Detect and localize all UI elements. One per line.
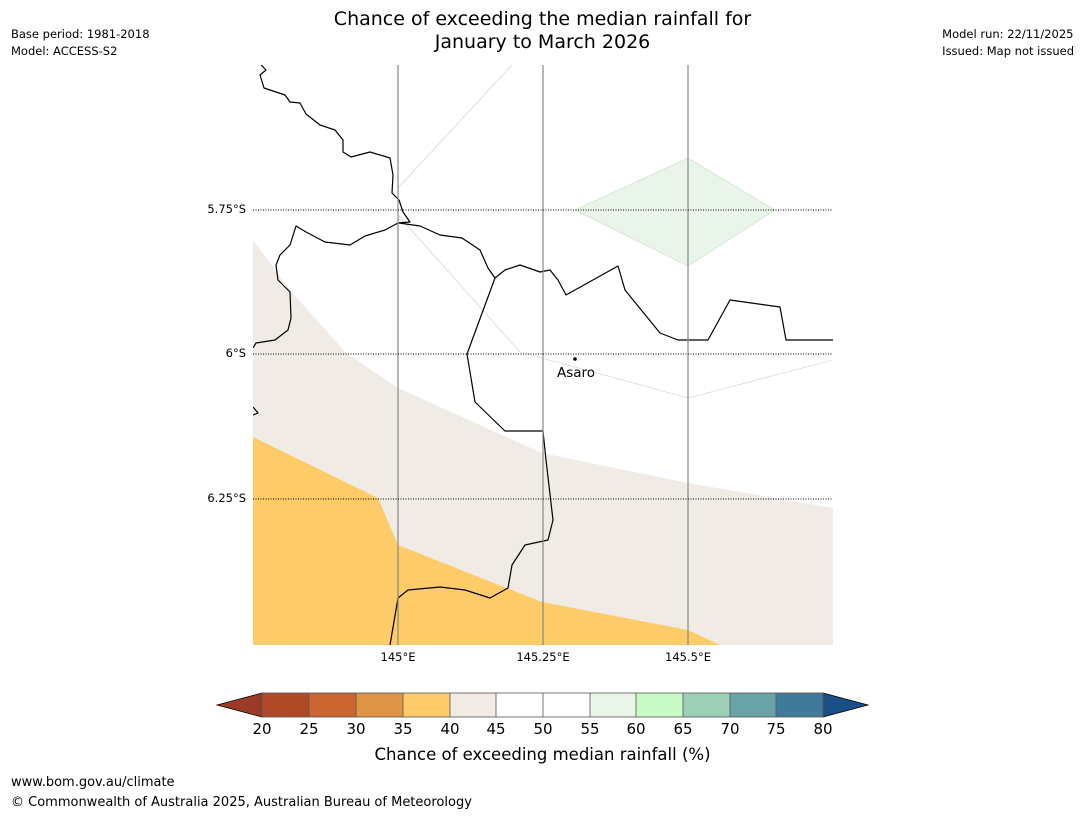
colorbar-swatch-50-55 bbox=[543, 693, 590, 717]
colorbar-tick: 45 bbox=[486, 720, 506, 738]
base-period: Base period: 1981-2018 bbox=[11, 27, 150, 41]
faint-contours bbox=[397, 65, 833, 399]
meta-right: Model run: 22/11/2025 Issued: Map not is… bbox=[942, 26, 1074, 60]
coastline bbox=[253, 65, 833, 645]
colorbar-tick: 65 bbox=[673, 720, 693, 738]
colorbar-swatch-40-45 bbox=[450, 693, 496, 717]
colorbar-swatch-65-70 bbox=[683, 693, 730, 717]
place-label-asaro: Asaro bbox=[557, 365, 596, 381]
footer-url[interactable]: www.bom.gov.au/climate bbox=[11, 775, 175, 790]
region-35-40 bbox=[253, 437, 720, 645]
colorbar-label: Chance of exceeding median rainfall (%) bbox=[374, 745, 711, 764]
colorbar-swatch-75-80 bbox=[776, 693, 823, 717]
colorbar-swatch-35-40 bbox=[403, 693, 450, 717]
colorbar-tick: 55 bbox=[580, 720, 600, 738]
lat-label-6s: 6°S bbox=[225, 346, 246, 360]
colorbar-swatch-55-60 bbox=[590, 693, 636, 717]
colorbar-swatch-70-75 bbox=[730, 693, 776, 717]
lat-label-5-75s: 5.75°S bbox=[207, 202, 246, 216]
footer-copyright: © Commonwealth of Australia 2025, Austra… bbox=[11, 795, 472, 810]
colorbar bbox=[215, 692, 870, 718]
lat-label-6-25s: 6.25°S bbox=[207, 491, 246, 505]
lon-label-145-25e: 145.25°E bbox=[516, 650, 570, 664]
parallels bbox=[253, 209, 833, 500]
colorbar-swatch-30-35 bbox=[356, 693, 403, 717]
issued-status: Issued: Map not issued bbox=[942, 44, 1074, 58]
colorbar-tick: 50 bbox=[533, 720, 553, 738]
colorbar-swatch-25-30 bbox=[309, 693, 356, 717]
colorbar-swatch-45-50 bbox=[496, 693, 543, 717]
colorbar-swatch-20-25 bbox=[262, 693, 309, 717]
map-title: Chance of exceeding the median rainfall … bbox=[0, 8, 1085, 54]
asaro-marker bbox=[573, 357, 577, 361]
model-name: Model: ACCESS-S2 bbox=[11, 44, 118, 58]
meta-left: Base period: 1981-2018 Model: ACCESS-S2 bbox=[11, 26, 150, 60]
colorbar-tick: 80 bbox=[813, 720, 833, 738]
colorbar-tick: 75 bbox=[766, 720, 786, 738]
colorbar-tick: 30 bbox=[346, 720, 366, 738]
colorbar-extend-high bbox=[822, 692, 870, 718]
meridians bbox=[397, 65, 689, 645]
colorbar-swatch-60-65 bbox=[636, 693, 683, 717]
colorbar-tick: 25 bbox=[299, 720, 319, 738]
colorbar-tick: 35 bbox=[393, 720, 413, 738]
lon-label-145e: 145°E bbox=[380, 650, 416, 664]
model-run: Model run: 22/11/2025 bbox=[942, 27, 1074, 41]
lon-label-145-5e: 145.5°E bbox=[665, 650, 711, 664]
title-line-1: Chance of exceeding the median rainfall … bbox=[333, 8, 752, 30]
colorbar-tick: 60 bbox=[626, 720, 646, 738]
colorbar-tick: 40 bbox=[440, 720, 460, 738]
colorbar-tick: 70 bbox=[720, 720, 740, 738]
colorbar-tick: 20 bbox=[252, 720, 272, 738]
region-55-60 bbox=[574, 157, 776, 267]
title-line-2: January to March 2026 bbox=[434, 31, 651, 53]
colorbar-extend-low bbox=[215, 692, 263, 718]
